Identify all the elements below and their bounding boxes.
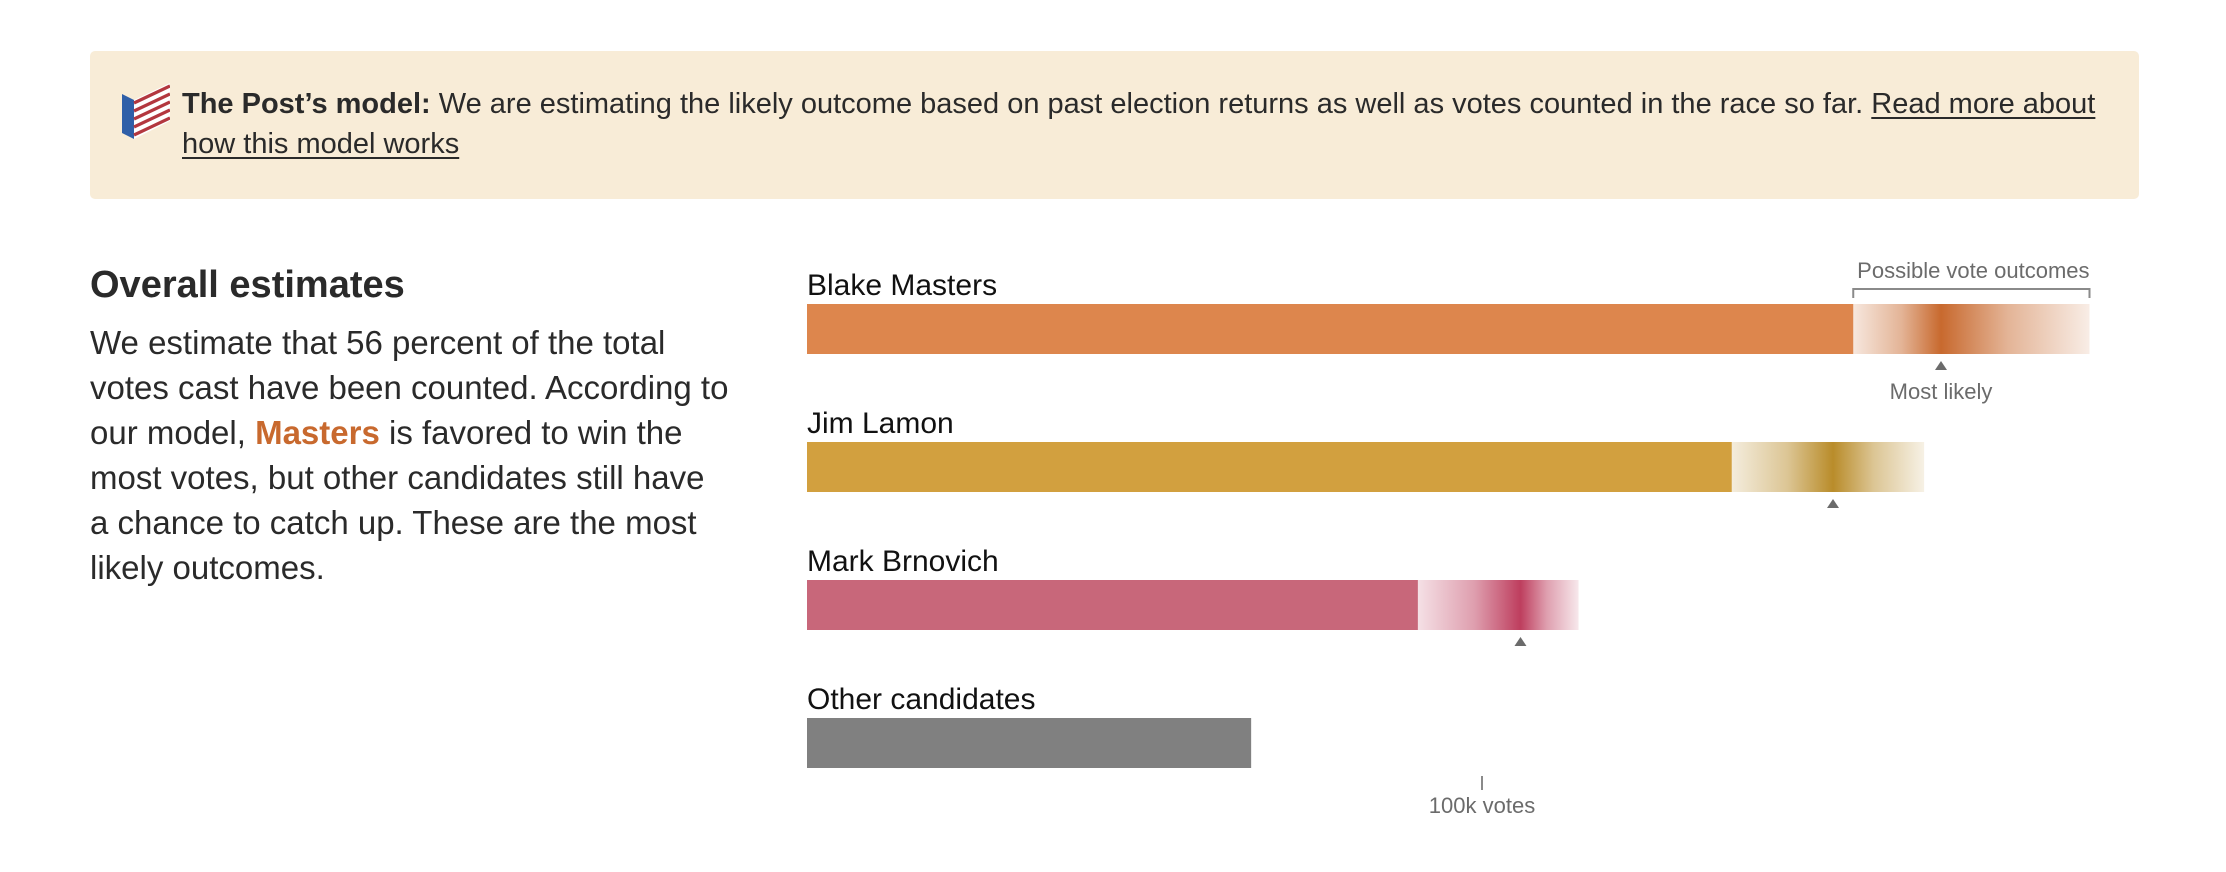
read-more-link[interactable]: Read more about how this model works <box>182 88 2096 160</box>
summary-text-after: is favored to win the most votes, but ot… <box>90 414 705 586</box>
counted-bar-mark-brnovich <box>807 580 1418 630</box>
axis-tick-label: 100k votes <box>1429 793 1535 818</box>
summary-text: We estimate that 56 percent of the total… <box>90 320 730 590</box>
outcomes-bracket <box>1852 288 2091 298</box>
most-likely-marker-jim-lamon <box>1827 499 1839 508</box>
favored-candidate: Masters <box>255 414 380 451</box>
candidate-label-mark-brnovich: Mark Brnovich <box>807 545 999 578</box>
banner-description: We are estimating the likely outcome bas… <box>438 88 1864 120</box>
model-banner: The Post’s model: We are estimating the … <box>90 51 2139 199</box>
most-likely-label: Most likely <box>1890 379 1993 404</box>
summary-text-before: We estimate that 56 percent of the total… <box>90 324 729 451</box>
candidate-label-other-candidates: Other candidates <box>807 683 1035 716</box>
possible-outcomes-label: Possible vote outcomes <box>1857 258 2089 283</box>
banner-title: The Post’s model: <box>182 88 431 120</box>
outcome-range-jim-lamon <box>1731 442 1925 492</box>
most-likely-marker-mark-brnovich <box>1514 637 1527 646</box>
counted-bar-other-candidates <box>807 718 1252 768</box>
outcome-range-blake-masters <box>1853 304 2090 354</box>
candidate-label-blake-masters: Blake Masters <box>807 269 997 302</box>
counted-bar-blake-masters <box>807 304 1854 354</box>
counted-bar-jim-lamon <box>807 442 1732 492</box>
outcome-range-mark-brnovich <box>1417 580 1579 630</box>
flag-logo-icon <box>122 83 170 139</box>
candidate-label-jim-lamon: Jim Lamon <box>807 407 954 440</box>
section-heading: Overall estimates <box>90 264 405 306</box>
most-likely-marker-blake-masters <box>1935 361 1947 370</box>
banner-text: The Post’s model: We are estimating the … <box>182 84 2112 164</box>
